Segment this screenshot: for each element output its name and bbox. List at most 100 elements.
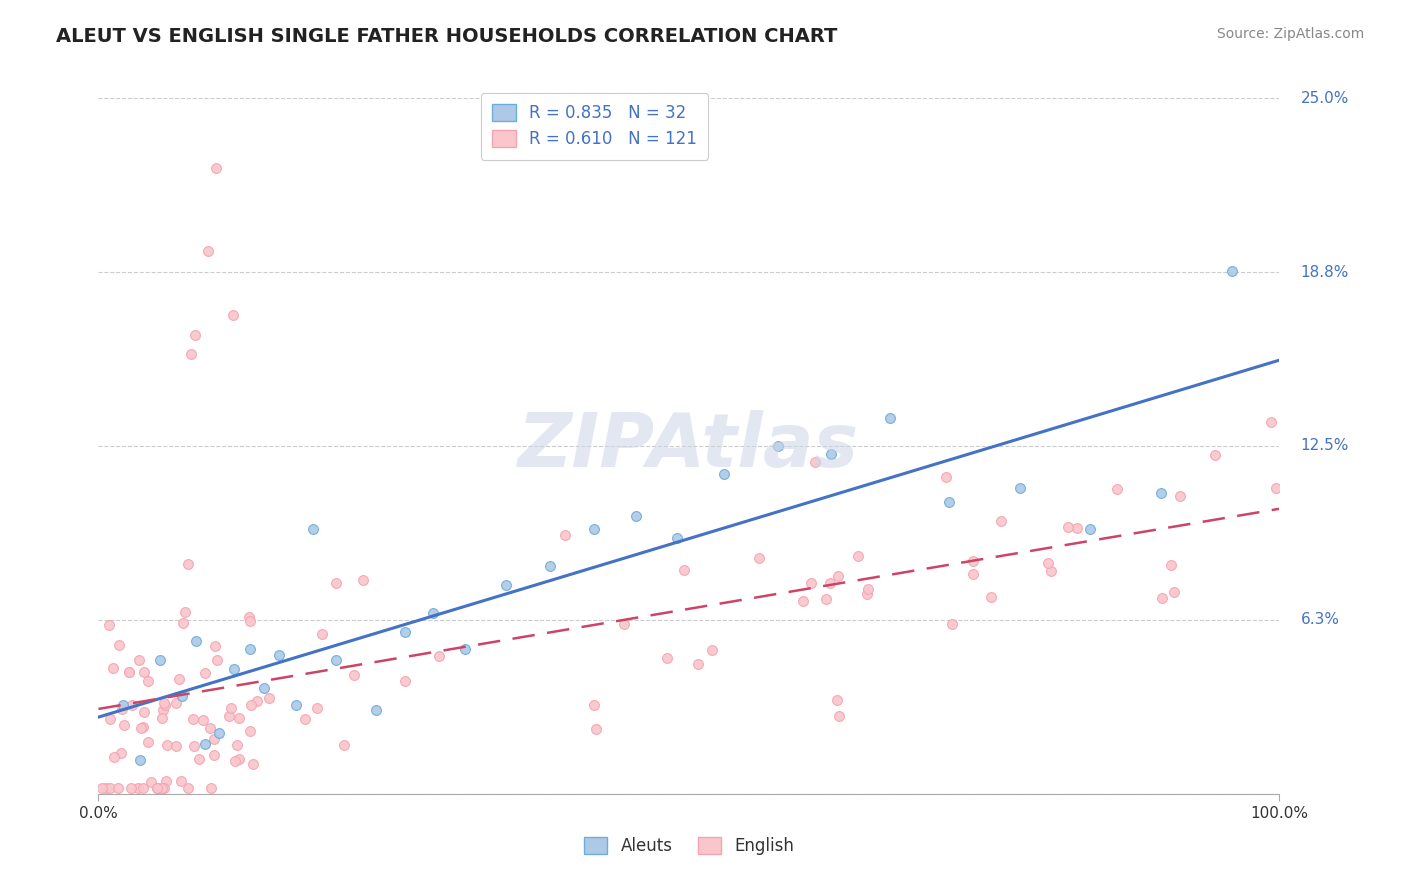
Point: [941, 616, 963, 631]
Point: [1160, 558, 1182, 573]
Point: [1057, 520, 1080, 534]
Point: [624, 508, 647, 523]
Point: [152, 703, 174, 717]
Point: [1080, 523, 1102, 537]
Point: [197, 244, 219, 259]
Point: [177, 781, 200, 796]
Point: [655, 650, 678, 665]
Point: [177, 557, 200, 571]
Point: [118, 665, 141, 680]
Point: [394, 673, 416, 688]
Point: [583, 698, 606, 712]
Point: [111, 702, 134, 716]
Point: [170, 774, 193, 789]
Point: [194, 737, 217, 751]
Point: [101, 661, 124, 675]
Point: [148, 781, 170, 796]
Text: 12.5%: 12.5%: [1301, 439, 1350, 453]
Point: [112, 717, 135, 731]
Point: [325, 576, 347, 591]
Point: [343, 668, 366, 682]
Point: [180, 347, 202, 361]
Point: [825, 693, 848, 707]
Point: [1150, 486, 1173, 500]
Point: [311, 626, 333, 640]
Point: [150, 711, 173, 725]
Point: [1260, 415, 1282, 429]
Point: [666, 531, 689, 545]
Point: [183, 739, 205, 753]
Point: [134, 705, 156, 719]
Point: [145, 781, 167, 796]
Point: [1040, 564, 1063, 578]
Point: [305, 701, 328, 715]
Point: [103, 750, 125, 764]
Point: [136, 674, 159, 689]
Point: [1105, 483, 1128, 497]
Point: [585, 722, 607, 736]
Point: [962, 554, 984, 568]
Point: [224, 754, 246, 768]
Point: [239, 698, 262, 713]
Point: [228, 711, 250, 725]
Point: [121, 698, 143, 712]
Point: [1066, 521, 1088, 535]
Point: [394, 625, 416, 640]
Point: [136, 735, 159, 749]
Point: [155, 738, 177, 752]
Point: [239, 642, 262, 657]
Point: [818, 576, 841, 591]
Point: [98, 712, 121, 726]
Point: [613, 617, 636, 632]
Text: ALEUT VS ENGLISH SINGLE FATHER HOUSEHOLDS CORRELATION CHART: ALEUT VS ENGLISH SINGLE FATHER HOUSEHOLD…: [56, 27, 838, 45]
Point: [856, 582, 879, 596]
Point: [453, 642, 475, 657]
Point: [1220, 263, 1243, 277]
Text: 6.3%: 6.3%: [1301, 613, 1340, 627]
Point: [364, 703, 387, 717]
Point: [257, 690, 280, 705]
Text: Source: ZipAtlas.com: Source: ZipAtlas.com: [1216, 27, 1364, 41]
Text: ZIPAtlas: ZIPAtlas: [519, 409, 859, 483]
Point: [766, 439, 789, 453]
Point: [938, 494, 960, 508]
Point: [205, 161, 228, 175]
Point: [108, 638, 131, 652]
Text: 25.0%: 25.0%: [1301, 91, 1350, 105]
Point: [97, 618, 120, 632]
Point: [990, 514, 1012, 528]
Point: [1008, 481, 1031, 495]
Point: [198, 721, 221, 735]
Point: [131, 781, 153, 796]
Point: [204, 640, 226, 654]
Point: [191, 713, 214, 727]
Point: [98, 781, 121, 796]
Point: [879, 411, 901, 425]
Point: [167, 673, 190, 687]
Point: [302, 523, 325, 537]
Point: [224, 662, 246, 676]
Point: [242, 756, 264, 771]
Point: [118, 665, 141, 679]
Point: [172, 690, 194, 704]
Point: [153, 781, 176, 796]
Point: [112, 698, 135, 712]
Point: [495, 578, 517, 592]
Point: [246, 694, 269, 708]
Point: [820, 447, 842, 461]
Point: [673, 563, 696, 577]
Point: [269, 648, 291, 662]
Point: [218, 709, 240, 723]
Point: [149, 653, 172, 667]
Point: [132, 665, 155, 679]
Point: [120, 781, 142, 796]
Point: [165, 739, 187, 754]
Point: [207, 653, 229, 667]
Point: [1036, 556, 1059, 570]
Point: [132, 720, 155, 734]
Point: [174, 605, 197, 619]
Point: [554, 528, 576, 542]
Point: [150, 781, 173, 796]
Point: [828, 709, 851, 723]
Point: [800, 576, 823, 591]
